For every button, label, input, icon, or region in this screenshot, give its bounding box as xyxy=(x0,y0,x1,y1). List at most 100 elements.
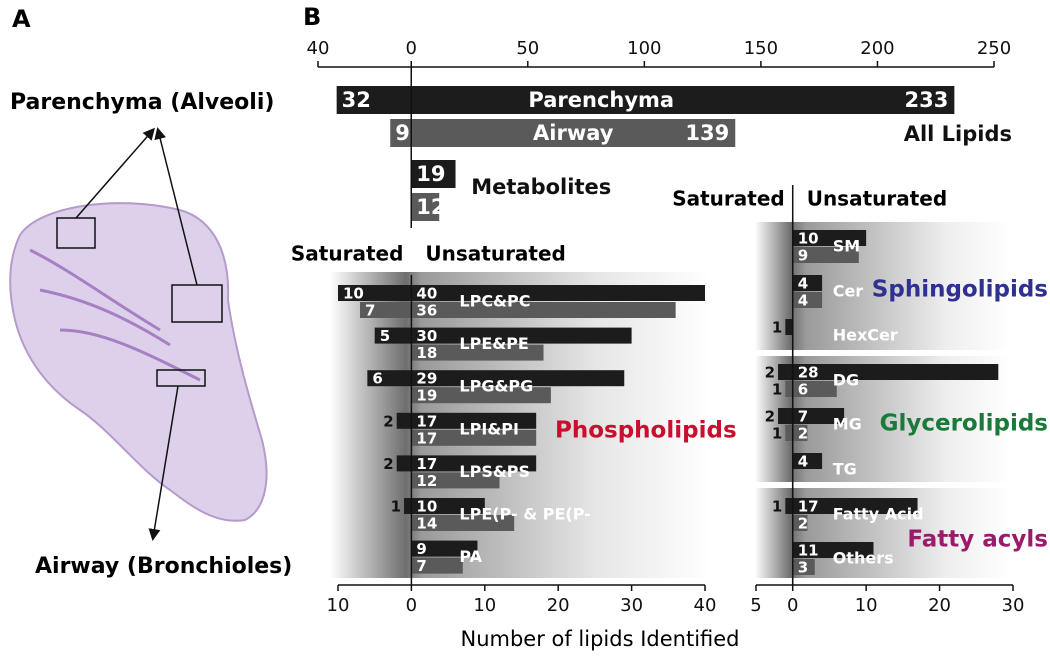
bar xyxy=(411,387,551,404)
x-tick-label: 0 xyxy=(406,38,417,59)
bar xyxy=(792,498,918,514)
bar xyxy=(792,408,845,424)
bar xyxy=(792,425,808,441)
category-label: DG xyxy=(833,371,859,390)
bar xyxy=(367,370,412,387)
x-tick-label: 10 xyxy=(327,595,350,616)
value-label: 1 xyxy=(772,498,782,516)
value-label: 6 xyxy=(372,370,382,388)
value-label: 7 xyxy=(416,557,426,575)
value-label: 17 xyxy=(798,498,819,516)
x-tick-label: 0 xyxy=(406,595,417,616)
category-label: Cer xyxy=(833,282,864,301)
value-label: 2 xyxy=(765,408,775,426)
bar xyxy=(411,540,478,557)
bar xyxy=(411,557,463,574)
category-label: HexCer xyxy=(833,326,898,345)
group-title: Sphingolipids xyxy=(872,277,1048,303)
bar xyxy=(336,86,412,114)
value-label: 2 xyxy=(383,455,393,473)
axis-side-label: Saturated xyxy=(672,187,785,211)
x-tick-label: 10 xyxy=(855,595,878,616)
bar xyxy=(411,515,515,531)
arrow xyxy=(148,385,179,541)
value-label: 40 xyxy=(416,285,437,303)
panel-letter: A xyxy=(12,5,31,33)
region-label: Airway (Bronchioles) xyxy=(35,554,292,579)
x-axis-title: Number of lipids Identified xyxy=(460,627,739,651)
category-label: Metabolites xyxy=(471,175,611,199)
category-label: TG xyxy=(833,460,857,479)
category-label: LPS&PS xyxy=(459,462,530,481)
bar xyxy=(778,408,793,424)
series-label: Airway xyxy=(533,121,614,145)
bar xyxy=(411,285,705,301)
value-label: 14 xyxy=(416,515,437,533)
axis-side-label: Saturated xyxy=(291,242,404,266)
x-tick-label: 20 xyxy=(928,595,951,616)
region-label: Parenchyma (Alveoli) xyxy=(10,90,274,115)
category-label: MG xyxy=(833,415,862,434)
x-tick-label: 40 xyxy=(307,38,330,59)
panel-a: A Parenchyma (Alveoli) Airway (Bronchiol… xyxy=(9,5,292,579)
value-label: 233 xyxy=(905,88,949,112)
value-label: 10 xyxy=(798,230,819,248)
bar xyxy=(338,285,412,301)
value-label: 5 xyxy=(380,327,390,345)
value-label: 4 xyxy=(798,453,808,471)
x-tick-label: 250 xyxy=(977,38,1011,59)
x-tick-label: 100 xyxy=(627,38,661,59)
category-label: LPE&PE xyxy=(459,334,528,353)
category-label: LPE(P- & PE(P- xyxy=(459,505,590,524)
value-label: 28 xyxy=(798,364,819,382)
bar xyxy=(411,472,500,489)
value-label: 17 xyxy=(416,429,437,447)
bar xyxy=(411,86,955,114)
bar xyxy=(411,412,537,429)
arrow xyxy=(75,127,155,219)
value-label: 10 xyxy=(416,498,437,516)
x-tick-label: 40 xyxy=(694,595,717,616)
value-label: 29 xyxy=(416,370,437,388)
value-label: 11 xyxy=(798,542,819,560)
bar xyxy=(411,498,485,514)
bar xyxy=(360,302,412,318)
bar xyxy=(785,498,793,514)
category-label: LPC&PC xyxy=(459,292,530,311)
bar xyxy=(792,292,823,308)
value-label: 3 xyxy=(798,559,808,577)
bar xyxy=(411,160,456,188)
bar xyxy=(390,119,412,147)
group-title: Fatty acyls xyxy=(907,527,1048,553)
value-label: 36 xyxy=(416,302,437,320)
group-title: Glycerolipids xyxy=(880,411,1048,437)
panel-letter: B xyxy=(303,3,321,31)
value-label: 2 xyxy=(798,425,808,443)
bar xyxy=(785,319,793,335)
value-label: 9 xyxy=(798,247,808,265)
value-label: 2 xyxy=(383,412,393,430)
value-label: 9 xyxy=(395,121,410,145)
roi-box xyxy=(156,369,206,387)
x-tick-label: 200 xyxy=(860,38,894,59)
axis-side-label: Unsaturated xyxy=(425,242,565,266)
bar xyxy=(792,364,999,380)
value-label: 10 xyxy=(343,285,364,303)
bar xyxy=(404,498,412,514)
value-label: 1 xyxy=(772,425,782,443)
value-label: 6 xyxy=(798,381,808,399)
value-label: 17 xyxy=(416,412,437,430)
bar xyxy=(792,559,815,575)
value-label: 4 xyxy=(798,292,808,310)
value-label: 19 xyxy=(416,387,437,405)
category-label: LPI&PI xyxy=(459,419,519,438)
bar xyxy=(411,429,537,446)
x-tick-label: 30 xyxy=(620,595,643,616)
value-label: 19 xyxy=(416,162,445,186)
bar xyxy=(411,119,736,147)
value-label: 1 xyxy=(391,498,401,516)
bar xyxy=(411,193,440,221)
bar xyxy=(792,230,867,246)
value-label: 139 xyxy=(685,121,729,145)
